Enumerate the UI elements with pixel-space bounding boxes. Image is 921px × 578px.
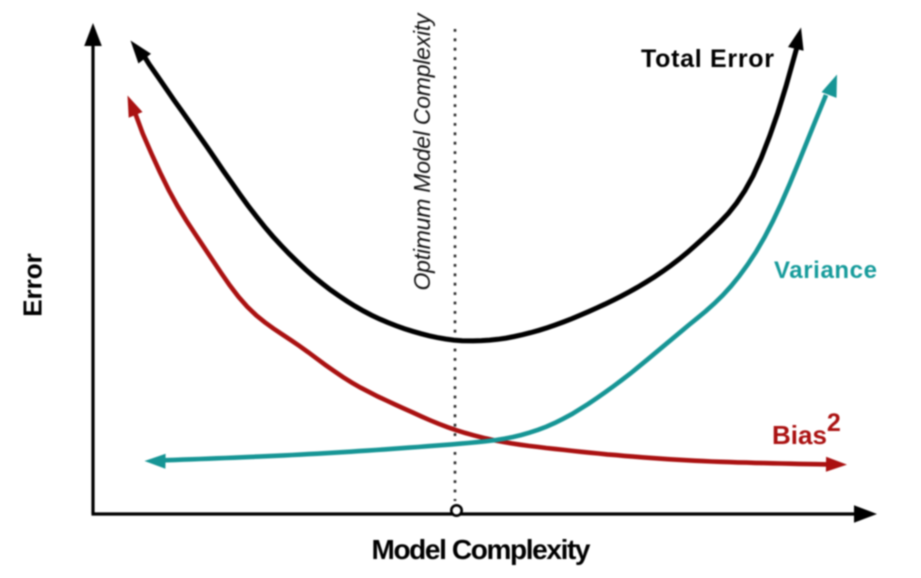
svg-text:Optimum Model Complexity: Optimum Model Complexity (409, 12, 435, 291)
svg-text:Model Complexity: Model Complexity (372, 534, 591, 565)
svg-text:Total Error: Total Error (641, 45, 774, 73)
svg-text:Error: Error (18, 253, 48, 317)
svg-text:Variance: Variance (774, 257, 877, 284)
